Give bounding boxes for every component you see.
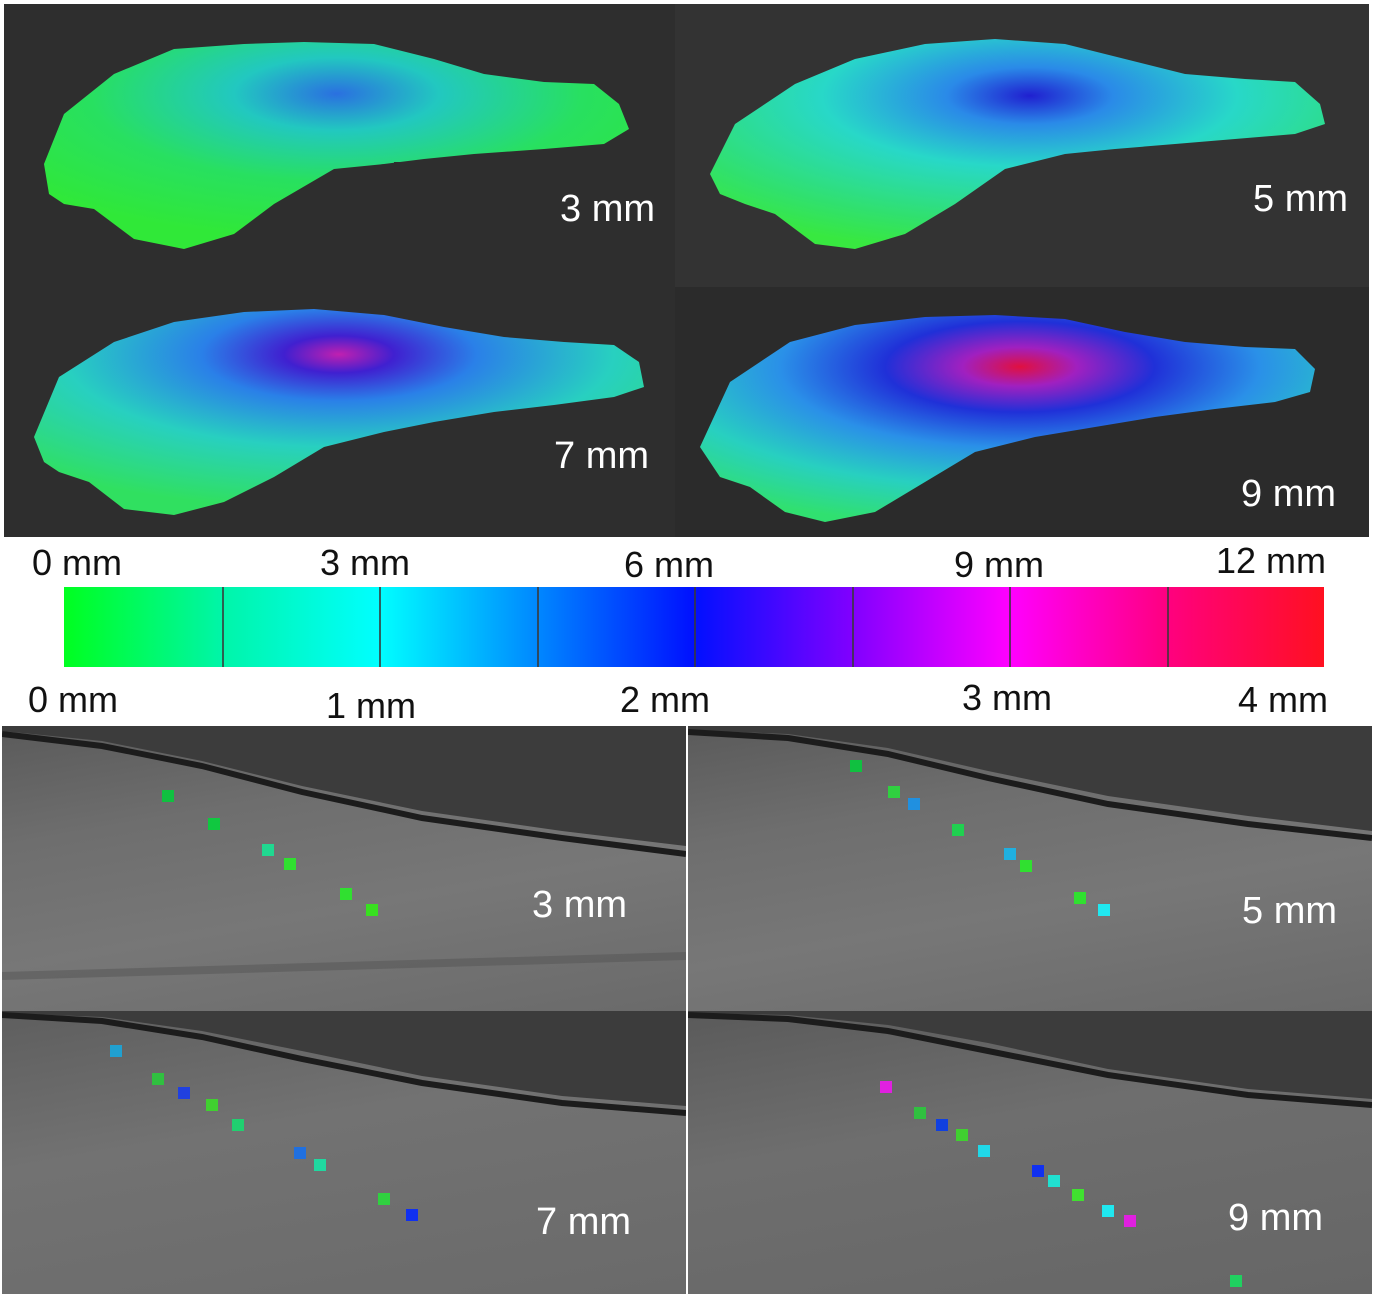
panel-label: 5 mm (1253, 178, 1348, 220)
scale-top-label-2: 6 mm (624, 544, 714, 585)
colorbar-tick (1166, 587, 1169, 667)
scale-bottom-label-4: 4 mm (1238, 679, 1328, 720)
closeup-panel-3mm: 3 mm (2, 726, 686, 1011)
surface-panel-9mm: 9 mm (675, 287, 1369, 537)
colorbar-tick (851, 587, 854, 667)
scale-bottom-label-0: 0 mm (28, 679, 118, 720)
panel-label: 3 mm (532, 884, 627, 926)
panel-label: 3 mm (560, 188, 655, 230)
colorbar-tick (536, 587, 539, 667)
scale-top-label-3: 9 mm (954, 544, 1044, 585)
closeup-panel-7mm: 7 mm (2, 1011, 686, 1294)
panel-label: 5 mm (1242, 890, 1337, 932)
closeup-panel-5mm: 5 mm (688, 726, 1372, 1011)
panel-label: 7 mm (536, 1201, 631, 1243)
surface-panel-7mm: 7 mm (4, 287, 675, 537)
colorbar-tick (379, 587, 381, 667)
scale-bottom-label-2: 2 mm (620, 679, 710, 720)
colorbar-tick (1009, 587, 1011, 667)
colorbar-tick (221, 587, 224, 667)
closeup-panel-9mm: 9 mm (688, 1011, 1372, 1294)
scale-top-label-4: 12 mm (1216, 540, 1327, 581)
colorbar-tick (694, 587, 696, 667)
scale-top-label-0: 0 mm (32, 542, 122, 583)
surface-panel-5mm: 5 mm (675, 4, 1369, 287)
panel-label: 7 mm (554, 435, 649, 477)
scale-top-label-1: 3 mm (320, 542, 410, 583)
scale-bottom-label-1: 1 mm (326, 685, 416, 726)
surface-panel-3mm: 3 mm (4, 4, 675, 287)
panel-label: 9 mm (1228, 1197, 1323, 1239)
scale-bottom-label-3: 3 mm (962, 677, 1052, 718)
panel-label: 9 mm (1241, 473, 1336, 515)
color-scale-bar (64, 587, 1324, 667)
